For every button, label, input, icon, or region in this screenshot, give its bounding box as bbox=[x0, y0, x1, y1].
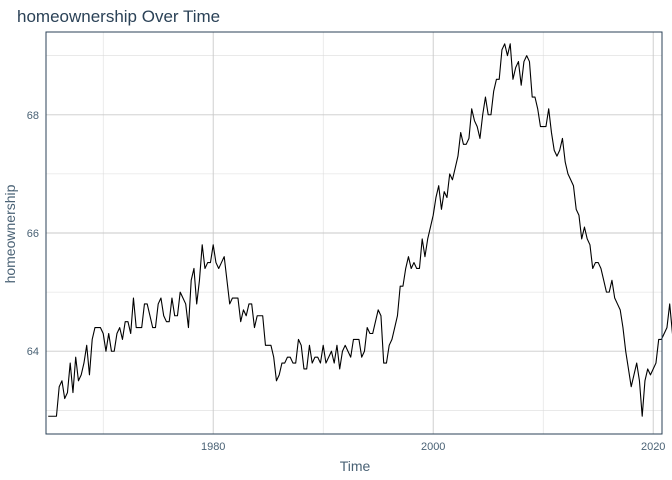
chart-title: homeownership Over Time bbox=[17, 7, 220, 26]
series-line bbox=[48, 43, 672, 417]
x-axis-ticks: 1980 2000 2020 bbox=[201, 441, 665, 453]
y-tick-label: 66 bbox=[27, 228, 39, 240]
plot-grid bbox=[46, 32, 662, 434]
y-tick-label: 68 bbox=[27, 110, 39, 122]
y-tick-label: 64 bbox=[27, 346, 39, 358]
x-tick-label: 1980 bbox=[201, 441, 225, 453]
x-tick-label: 2020 bbox=[641, 441, 665, 453]
y-axis-label: homeownership bbox=[2, 184, 18, 283]
x-tick-label: 2000 bbox=[421, 441, 445, 453]
x-axis-label: Time bbox=[340, 458, 371, 474]
series-layer bbox=[48, 43, 672, 417]
y-axis-ticks: 64 66 68 bbox=[27, 110, 39, 358]
plot-panel-border bbox=[45, 31, 663, 435]
